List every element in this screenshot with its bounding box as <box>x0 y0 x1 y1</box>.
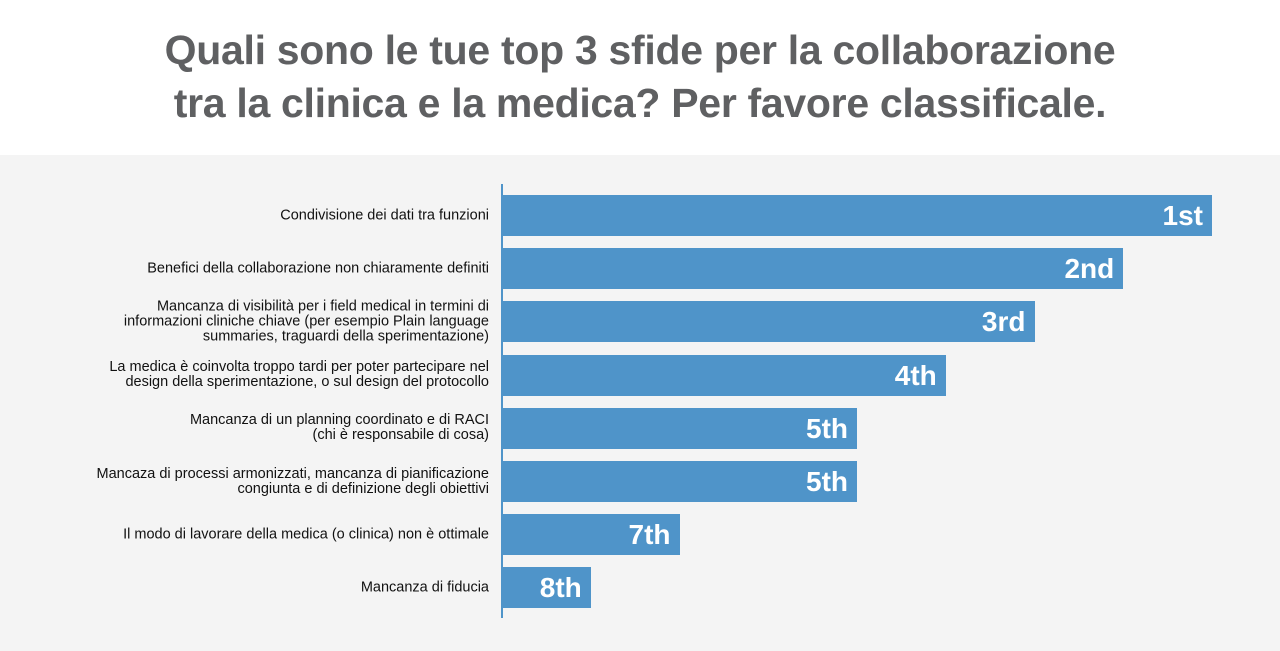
category-label: Condivisione dei dati tra funzioni <box>280 207 489 223</box>
category-label: Mancanza di visibilità per i field medic… <box>123 298 489 345</box>
data-label: 1st <box>1162 200 1203 231</box>
bar <box>502 514 680 556</box>
bar <box>502 301 1035 343</box>
category-label: Mancanza di fiducia <box>360 579 489 596</box>
bar <box>502 567 591 609</box>
bar <box>502 248 1124 290</box>
bar <box>502 461 857 502</box>
data-label: 5th <box>806 466 848 497</box>
data-label: 3rd <box>981 306 1026 338</box>
bar <box>502 195 1212 236</box>
bar <box>502 407 857 449</box>
data-label: 2nd <box>1064 253 1115 285</box>
bar <box>502 354 946 396</box>
data-label: 8th <box>539 572 582 604</box>
y-axis-line <box>501 184 503 618</box>
chart-title: Quali sono le tue top 3 sfide per la col… <box>164 27 1116 126</box>
data-label: 7th <box>628 519 671 551</box>
category-label: Mancanza di un planning coordinato e di … <box>189 412 489 444</box>
data-label: 5th <box>806 412 848 444</box>
category-label: La medica è coinvolta troppo tardi per p… <box>109 359 489 391</box>
category-label: Il modo di lavorare della medica (o clin… <box>123 526 489 543</box>
data-label: 4th <box>894 359 937 391</box>
category-label: Benefici della collaborazione non chiara… <box>147 260 489 277</box>
category-label: Mancaza di processi armonizzati, mancanz… <box>96 465 490 497</box>
chart-panel <box>0 155 1280 651</box>
